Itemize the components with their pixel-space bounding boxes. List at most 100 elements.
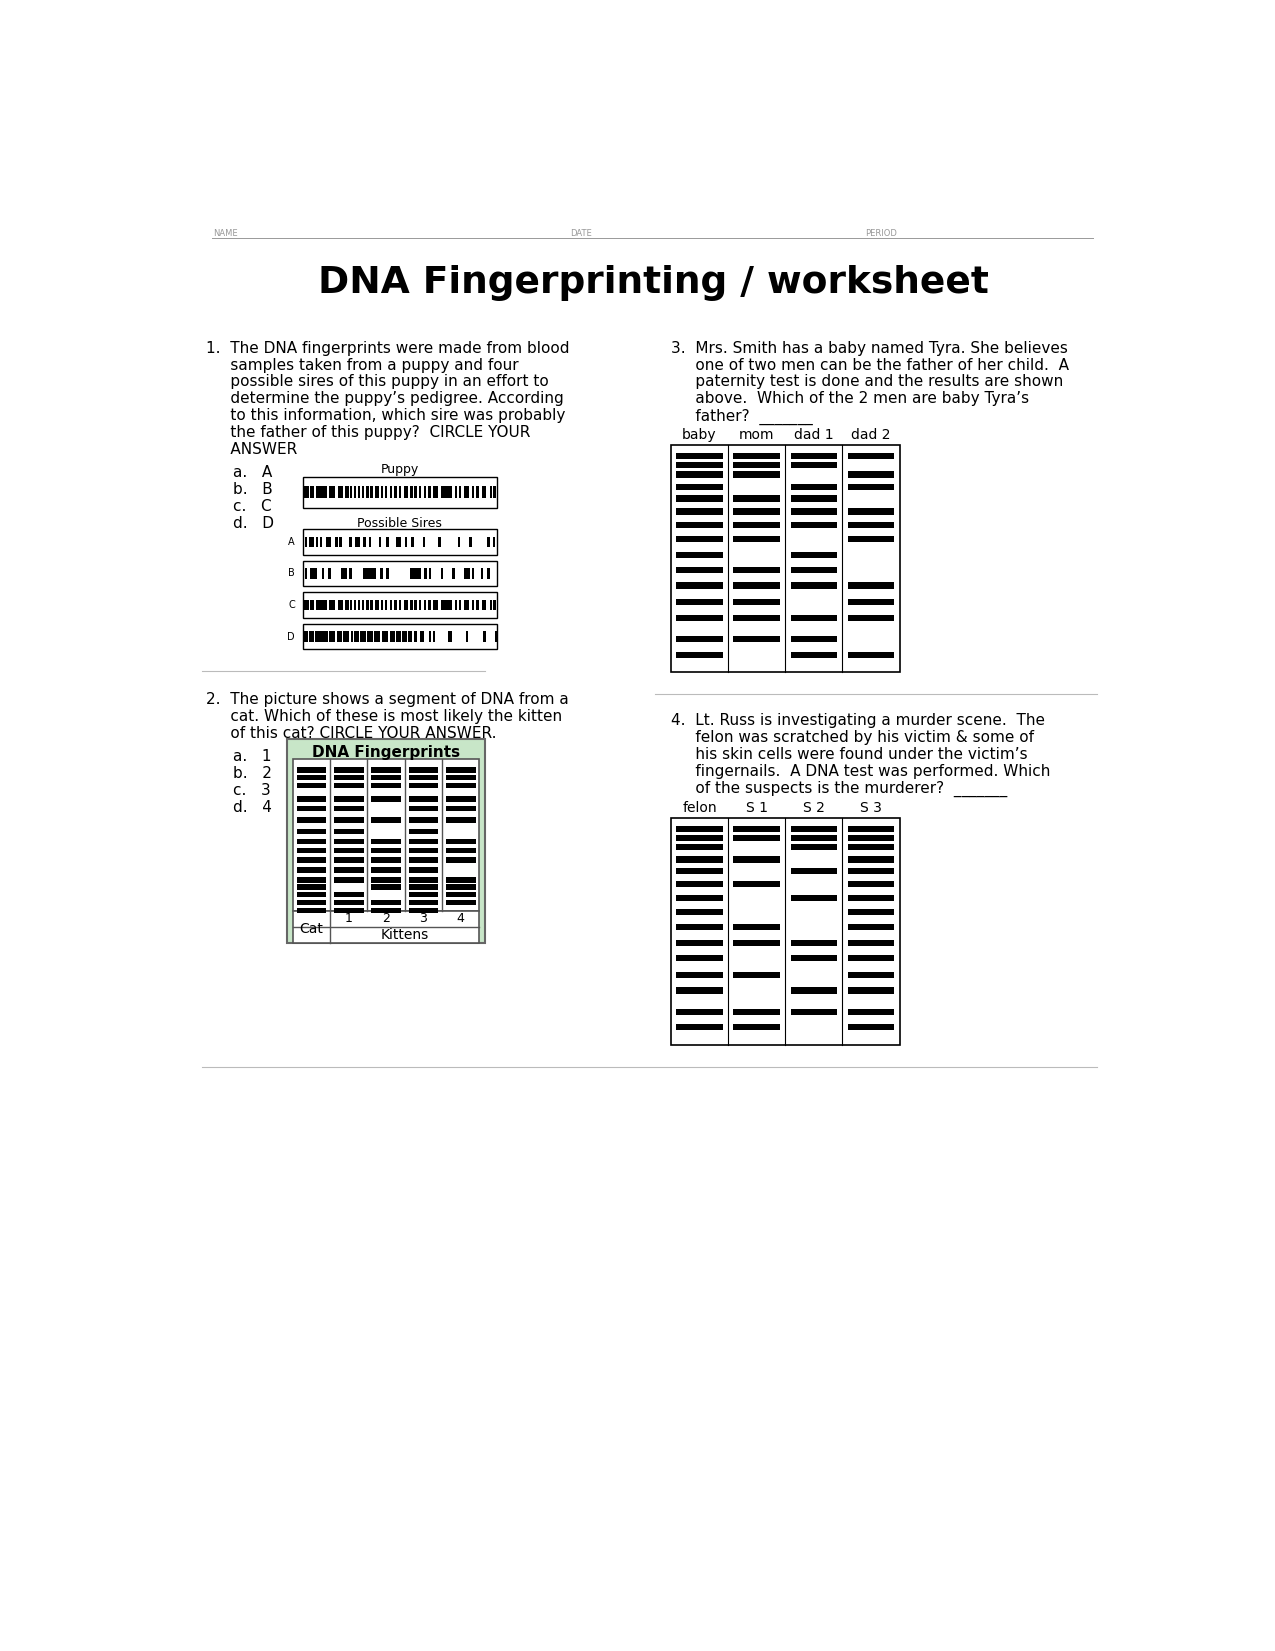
Text: PERIOD: PERIOD (864, 229, 896, 238)
Bar (733, 835, 780, 840)
Bar (446, 892, 476, 896)
Bar (733, 509, 780, 515)
Text: S 2: S 2 (803, 801, 825, 816)
Bar (790, 868, 836, 873)
Bar (320, 537, 323, 548)
Bar (354, 537, 360, 548)
Bar (310, 568, 317, 580)
Bar (411, 485, 413, 499)
Bar (472, 568, 474, 580)
Text: fingernails.  A DNA test was performed. Which: fingernails. A DNA test was performed. W… (671, 764, 1051, 779)
Text: S 1: S 1 (746, 801, 768, 816)
Bar (676, 484, 723, 490)
Bar (340, 568, 347, 580)
Bar (423, 599, 426, 611)
Bar (425, 568, 427, 580)
Bar (676, 908, 723, 915)
Text: b.   2: b. 2 (233, 766, 272, 781)
Bar (381, 631, 388, 642)
Bar (493, 485, 496, 499)
Bar (371, 885, 400, 890)
Bar (446, 796, 476, 802)
Text: d.   4: d. 4 (233, 801, 272, 816)
Bar (446, 900, 476, 905)
Bar (733, 614, 780, 621)
Bar (302, 561, 496, 586)
Bar (419, 485, 421, 499)
Bar (848, 987, 894, 994)
Bar (315, 631, 320, 642)
Bar (335, 537, 338, 548)
Bar (305, 485, 309, 499)
Text: c.   3: c. 3 (233, 783, 270, 799)
Text: DNA Fingerprints: DNA Fingerprints (312, 745, 460, 759)
Bar (371, 796, 400, 802)
Bar (351, 485, 352, 499)
Bar (676, 551, 723, 558)
Bar (676, 882, 723, 887)
Text: Puppy: Puppy (380, 462, 418, 475)
Bar (371, 783, 400, 788)
Text: 2: 2 (382, 913, 390, 925)
Bar (394, 599, 397, 611)
Bar (848, 954, 894, 961)
Bar (354, 631, 360, 642)
Bar (309, 537, 315, 548)
Bar (403, 485, 408, 499)
Bar (848, 844, 894, 850)
Bar (676, 652, 723, 657)
Bar (441, 485, 451, 499)
Bar (790, 835, 836, 840)
Bar (848, 583, 894, 588)
Bar (441, 599, 451, 611)
Bar (390, 599, 391, 611)
Bar (334, 908, 363, 913)
Bar (676, 495, 723, 502)
Bar (344, 599, 349, 611)
Bar (375, 599, 380, 611)
Bar (676, 583, 723, 588)
Bar (676, 835, 723, 840)
Bar (362, 485, 363, 499)
Bar (334, 877, 363, 883)
Bar (310, 599, 315, 611)
Bar (297, 867, 326, 873)
Bar (297, 892, 326, 896)
Bar (390, 485, 391, 499)
Bar (676, 972, 723, 977)
Bar (297, 796, 326, 802)
Text: b.   B: b. B (233, 482, 273, 497)
Bar (733, 583, 780, 588)
Bar (414, 599, 417, 611)
Bar (360, 631, 366, 642)
Bar (848, 472, 894, 477)
Bar (334, 806, 363, 811)
Text: Cat: Cat (300, 921, 324, 936)
Text: of this cat? CIRCLE YOUR ANSWER.: of this cat? CIRCLE YOUR ANSWER. (205, 726, 496, 741)
Bar (446, 885, 476, 890)
Bar (676, 462, 723, 469)
Text: 1.  The DNA fingerprints were made from blood: 1. The DNA fingerprints were made from b… (205, 340, 570, 355)
Bar (455, 599, 456, 611)
Text: Kittens: Kittens (381, 928, 428, 943)
Bar (790, 484, 836, 490)
Bar (676, 857, 723, 862)
Bar (371, 867, 400, 873)
Bar (293, 759, 479, 911)
Bar (408, 877, 439, 883)
Bar (297, 806, 326, 811)
Bar (334, 857, 363, 862)
Bar (334, 783, 363, 788)
Bar (351, 631, 353, 642)
Bar (446, 857, 476, 862)
Bar (733, 972, 780, 977)
Text: S 3: S 3 (859, 801, 882, 816)
Bar (848, 614, 894, 621)
Bar (446, 783, 476, 788)
Bar (790, 583, 836, 588)
Bar (446, 806, 476, 811)
Bar (394, 485, 397, 499)
Text: NAME: NAME (214, 229, 238, 238)
Text: Possible Sires: Possible Sires (357, 517, 442, 530)
Text: 4.  Lt. Russ is investigating a murder scene.  The: 4. Lt. Russ is investigating a murder sc… (671, 713, 1046, 728)
